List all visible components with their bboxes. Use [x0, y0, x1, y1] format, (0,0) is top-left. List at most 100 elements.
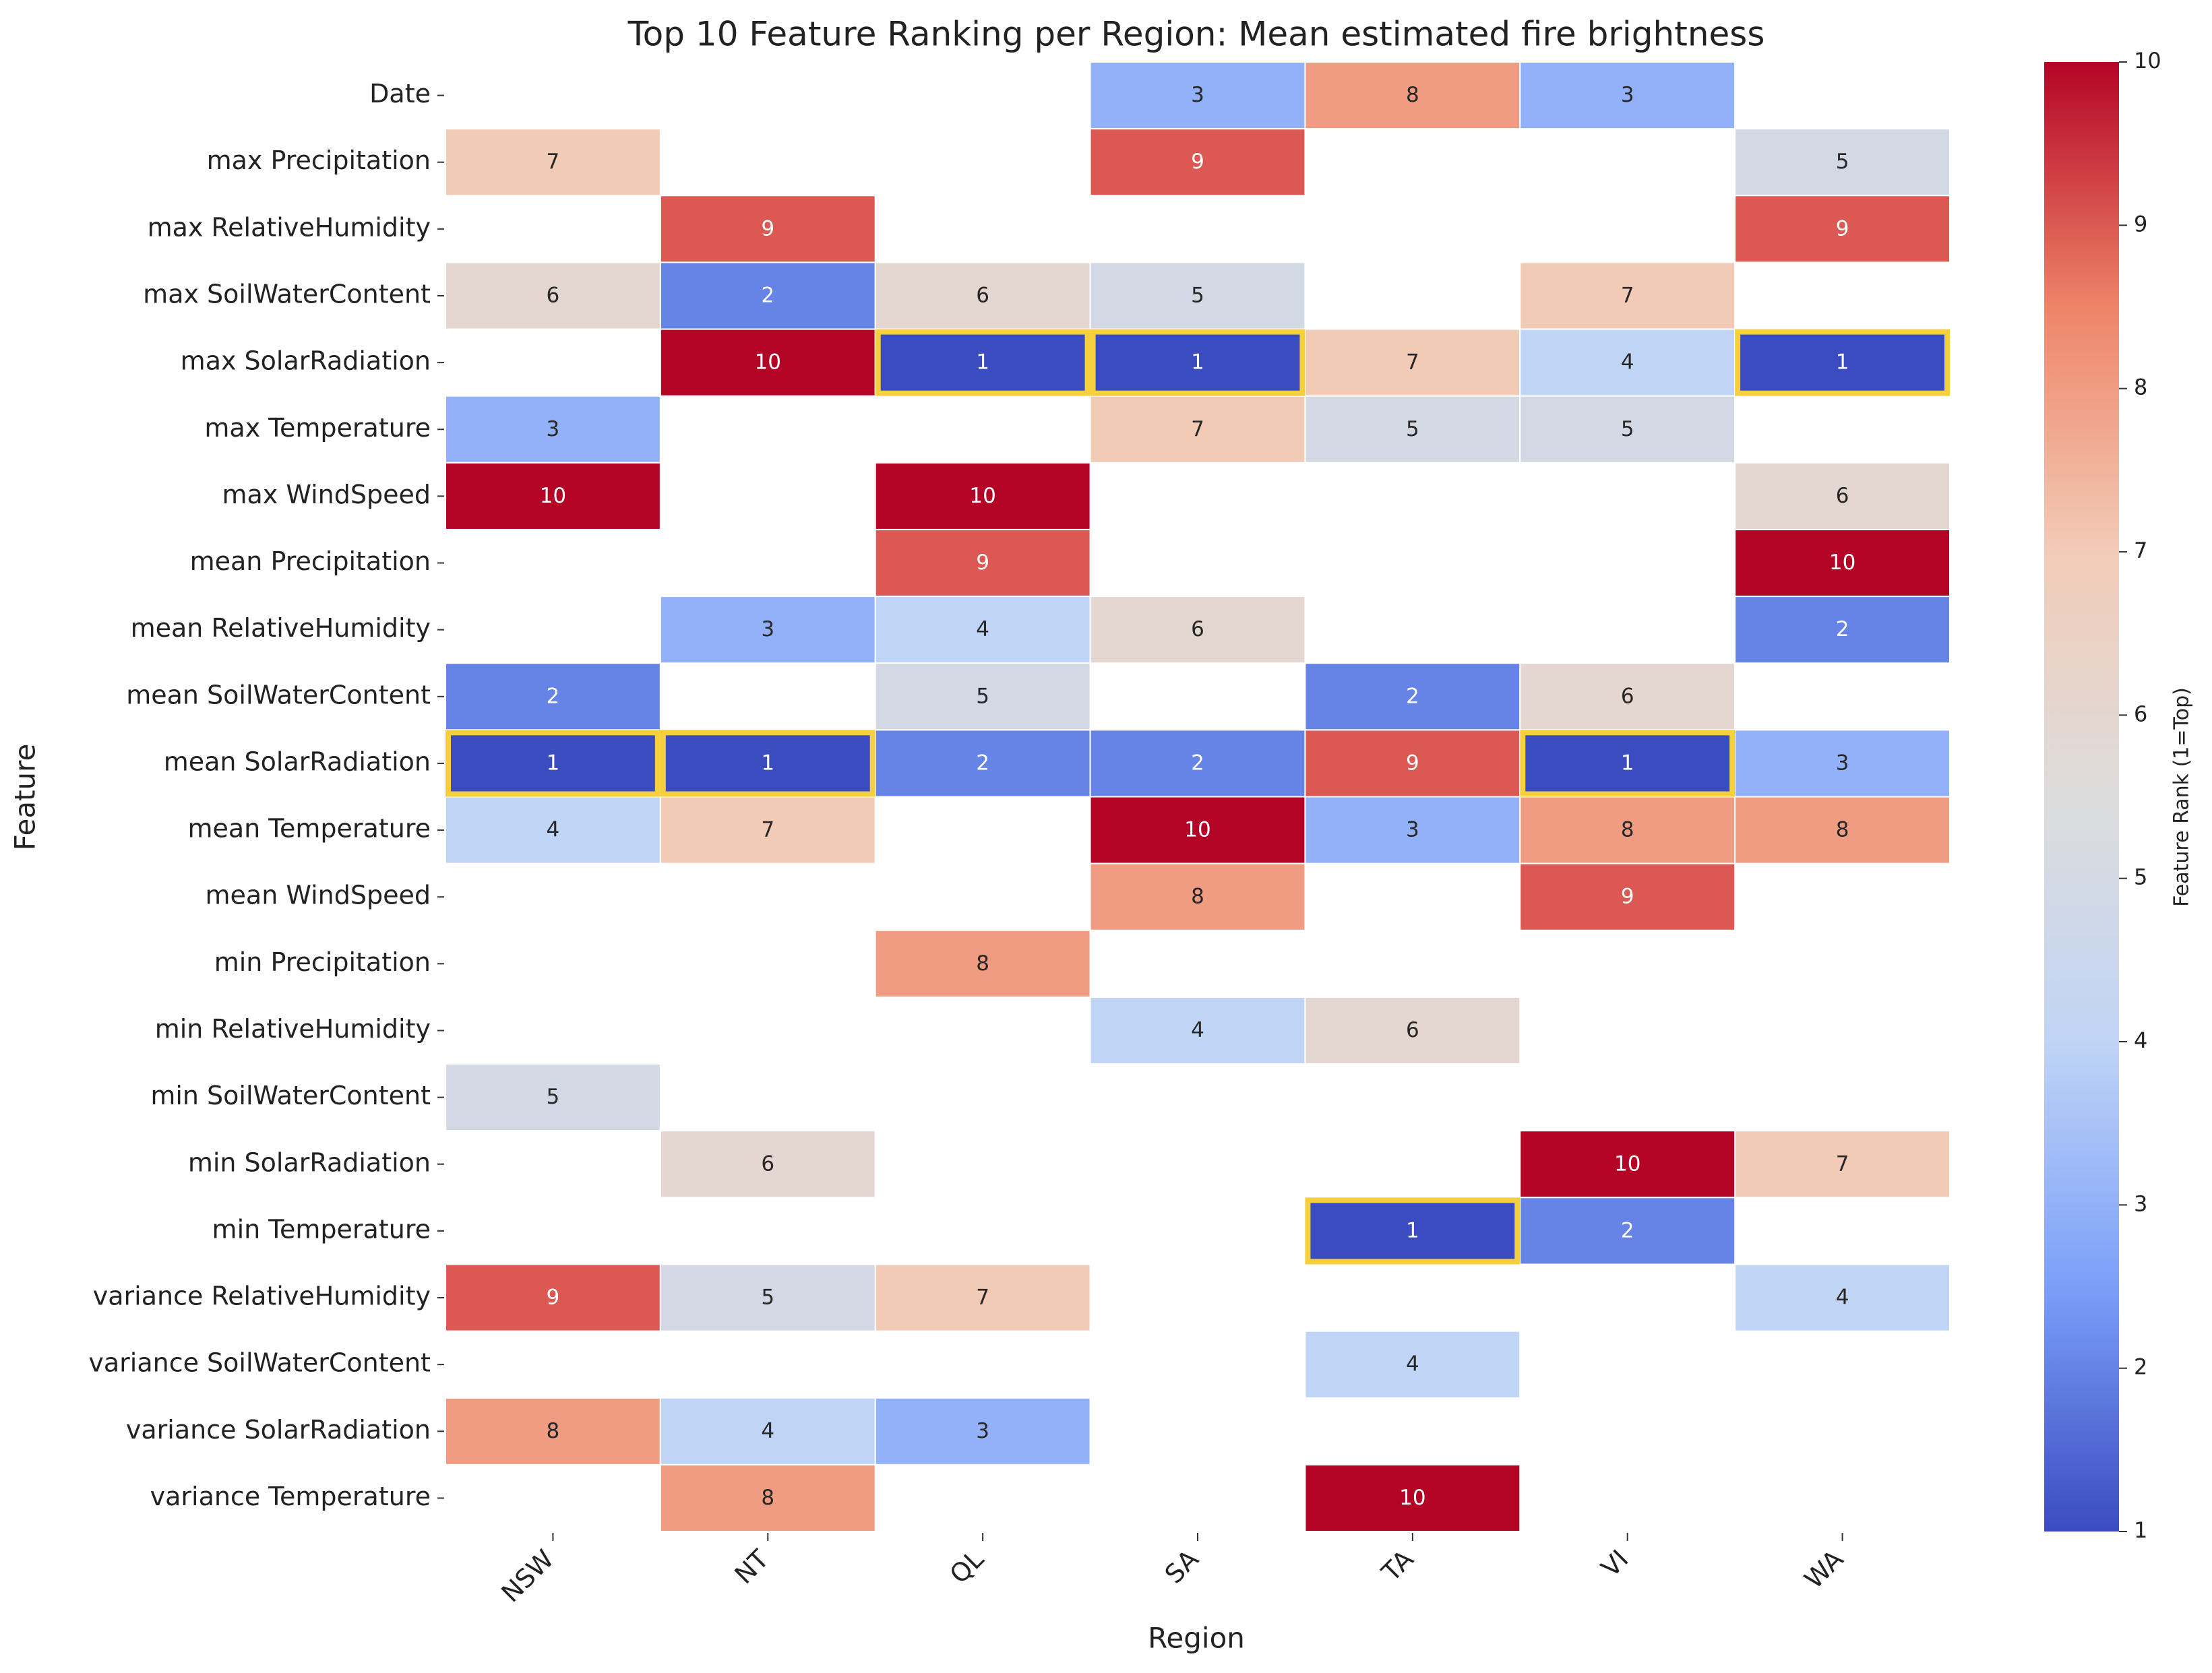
- y-tick-label: mean WindSpeed: [206, 881, 431, 910]
- heatmap-cell: [1519, 796, 1736, 864]
- heatmap-cell: [445, 662, 661, 731]
- heatmap-cell: [659, 1397, 876, 1465]
- y-tick-label: Date: [369, 79, 431, 108]
- heatmap-cell: [874, 1263, 1091, 1332]
- cell-label: 9: [976, 550, 989, 575]
- cell-label: 8: [761, 1486, 774, 1510]
- cell-label: 6: [761, 1151, 774, 1176]
- chart-title: Top 10 Feature Ranking per Region: Mean …: [627, 15, 1765, 54]
- heatmap-cell: [659, 1130, 876, 1199]
- heatmap-cell: [1089, 128, 1306, 197]
- cell-label: 6: [1621, 684, 1634, 708]
- heatmap-cell: [1734, 1130, 1950, 1199]
- cell-label: 5: [1621, 417, 1634, 441]
- cell-label: 5: [976, 684, 989, 708]
- heatmap-cell: [1304, 328, 1521, 397]
- y-tick-label: mean SolarRadiation: [164, 747, 431, 776]
- heatmap-cell: [874, 729, 1091, 798]
- x-tick-label: VI: [1595, 1544, 1634, 1583]
- x-tick-label: WA: [1799, 1544, 1849, 1595]
- cell-label: 1: [547, 751, 560, 775]
- heatmap-cell: [1734, 596, 1950, 664]
- heatmap-cell: [874, 662, 1091, 731]
- heatmap-cell: [1304, 1330, 1521, 1399]
- heatmap-cell: [874, 462, 1091, 530]
- colorbar-tick-label: 5: [2134, 864, 2147, 890]
- cell-label: 10: [755, 350, 781, 375]
- heatmap-cell: [1519, 862, 1736, 931]
- cell-label: 3: [1836, 751, 1849, 775]
- cell-label: 6: [976, 283, 989, 307]
- cell-label: 8: [547, 1419, 560, 1443]
- heatmap-cell: [1304, 796, 1521, 864]
- y-tick-label: variance SoilWaterContent: [88, 1348, 431, 1378]
- cell-label: 8: [1406, 83, 1419, 107]
- colorbar-tick-label: 7: [2134, 538, 2147, 563]
- heatmap-cell: [445, 1397, 661, 1465]
- cell-label: 2: [1836, 617, 1849, 641]
- cell-label: 9: [1191, 150, 1204, 174]
- cell-label: 3: [1191, 83, 1204, 107]
- y-tick-label: max RelativeHumidity: [148, 212, 431, 242]
- heatmap-cell: [1734, 1263, 1950, 1332]
- cell-label: 9: [547, 1286, 560, 1310]
- heatmap-cell: [445, 395, 661, 464]
- y-tick-label: max WindSpeed: [222, 480, 431, 509]
- cell-label: 10: [540, 484, 566, 508]
- heatmap-cell: [1519, 1130, 1736, 1199]
- cell-label: 5: [547, 1085, 560, 1109]
- heatmap-cell: [659, 796, 876, 864]
- y-tick-label: max SolarRadiation: [181, 346, 431, 376]
- heatmap-cell: [1734, 796, 1950, 864]
- cell-label: 6: [1406, 1018, 1419, 1042]
- heatmap-cell: [659, 729, 876, 798]
- colorbar-tick-label: 10: [2134, 48, 2161, 73]
- heatmap-cell: [1734, 462, 1950, 530]
- heatmap-cell: [1734, 528, 1950, 598]
- heatmap-cell: [445, 796, 661, 864]
- heatmap-cell: [445, 1263, 661, 1332]
- x-axis-label: Region: [1148, 1622, 1245, 1655]
- heatmap-cell: [1734, 729, 1950, 798]
- y-tick-label: min Temperature: [212, 1214, 431, 1244]
- cell-label: 9: [1836, 216, 1849, 241]
- cell-label: 4: [1191, 1018, 1204, 1042]
- cell-label: 10: [1614, 1151, 1640, 1176]
- heatmap-cell: [659, 1463, 876, 1532]
- cell-label: 7: [1836, 1151, 1849, 1176]
- cell-label: 2: [547, 684, 560, 708]
- heatmap-cell: [874, 929, 1091, 998]
- colorbar-tick-label: 1: [2134, 1517, 2147, 1543]
- heatmap-cell: [1519, 395, 1736, 464]
- cell-label: 7: [1191, 417, 1204, 441]
- heatmap-cell: [1304, 1463, 1521, 1532]
- cell-label: 8: [976, 951, 989, 976]
- y-tick-label: max Precipitation: [207, 146, 431, 175]
- cell-label: 1: [1836, 350, 1849, 375]
- cell-label: 3: [547, 417, 560, 441]
- cell-label: 2: [1406, 684, 1419, 708]
- heatmap-cell: [1734, 195, 1950, 263]
- cell-label: 9: [1406, 751, 1419, 775]
- y-tick-label: min SoilWaterContent: [150, 1081, 431, 1110]
- cell-label: 7: [1406, 350, 1419, 375]
- cell-label: 6: [1836, 484, 1849, 508]
- cell-label: 10: [969, 484, 995, 508]
- heatmap-cell: [445, 729, 661, 798]
- y-tick-label: variance SolarRadiation: [126, 1415, 431, 1445]
- y-axis-label: Feature: [9, 744, 42, 851]
- y-tick-label: min RelativeHumidity: [155, 1014, 431, 1044]
- heatmap-cell: [1089, 61, 1306, 130]
- y-tick-label: mean RelativeHumidity: [131, 613, 431, 643]
- cell-label: 2: [1621, 1218, 1634, 1242]
- y-tick-label: mean Precipitation: [190, 546, 431, 576]
- colorbar-tick-label: 8: [2134, 375, 2147, 400]
- cell-label: 4: [976, 617, 989, 641]
- colorbar-label: Feature Rank (1=Top): [2170, 687, 2194, 907]
- cell-label: 9: [761, 216, 774, 241]
- cell-label: 2: [976, 751, 989, 775]
- cell-label: 1: [761, 751, 774, 775]
- y-tick-label: mean Temperature: [187, 814, 431, 844]
- x-tick-label: QL: [944, 1544, 989, 1589]
